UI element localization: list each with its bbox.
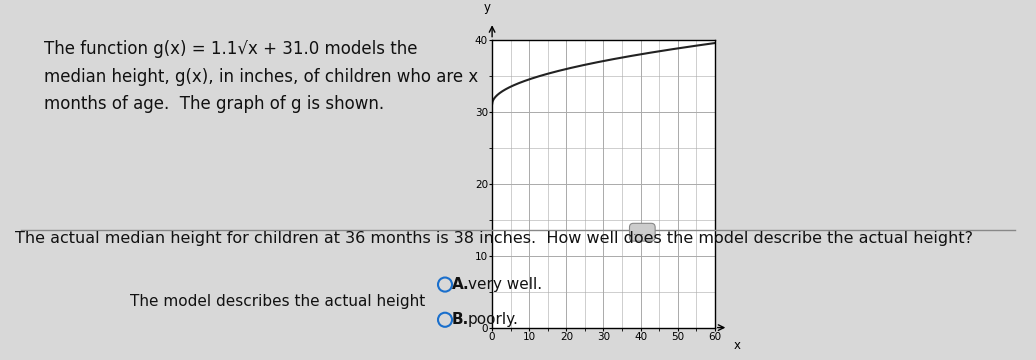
Text: A.: A.	[452, 277, 469, 292]
Text: very well.: very well.	[468, 277, 542, 292]
Text: y: y	[484, 1, 491, 14]
Text: poorly.: poorly.	[468, 312, 519, 327]
Text: The model describes the actual height: The model describes the actual height	[130, 294, 425, 309]
Text: x: x	[733, 339, 741, 352]
Text: B.: B.	[452, 312, 469, 327]
Text: The function g(x) = 1.1√x + 31.0 models the
median height, g(x), in inches, of c: The function g(x) = 1.1√x + 31.0 models …	[44, 40, 478, 113]
Text: . . .: . . .	[633, 227, 652, 237]
Text: The actual median height for children at 36 months is 38 inches.  How well does : The actual median height for children at…	[15, 231, 973, 246]
